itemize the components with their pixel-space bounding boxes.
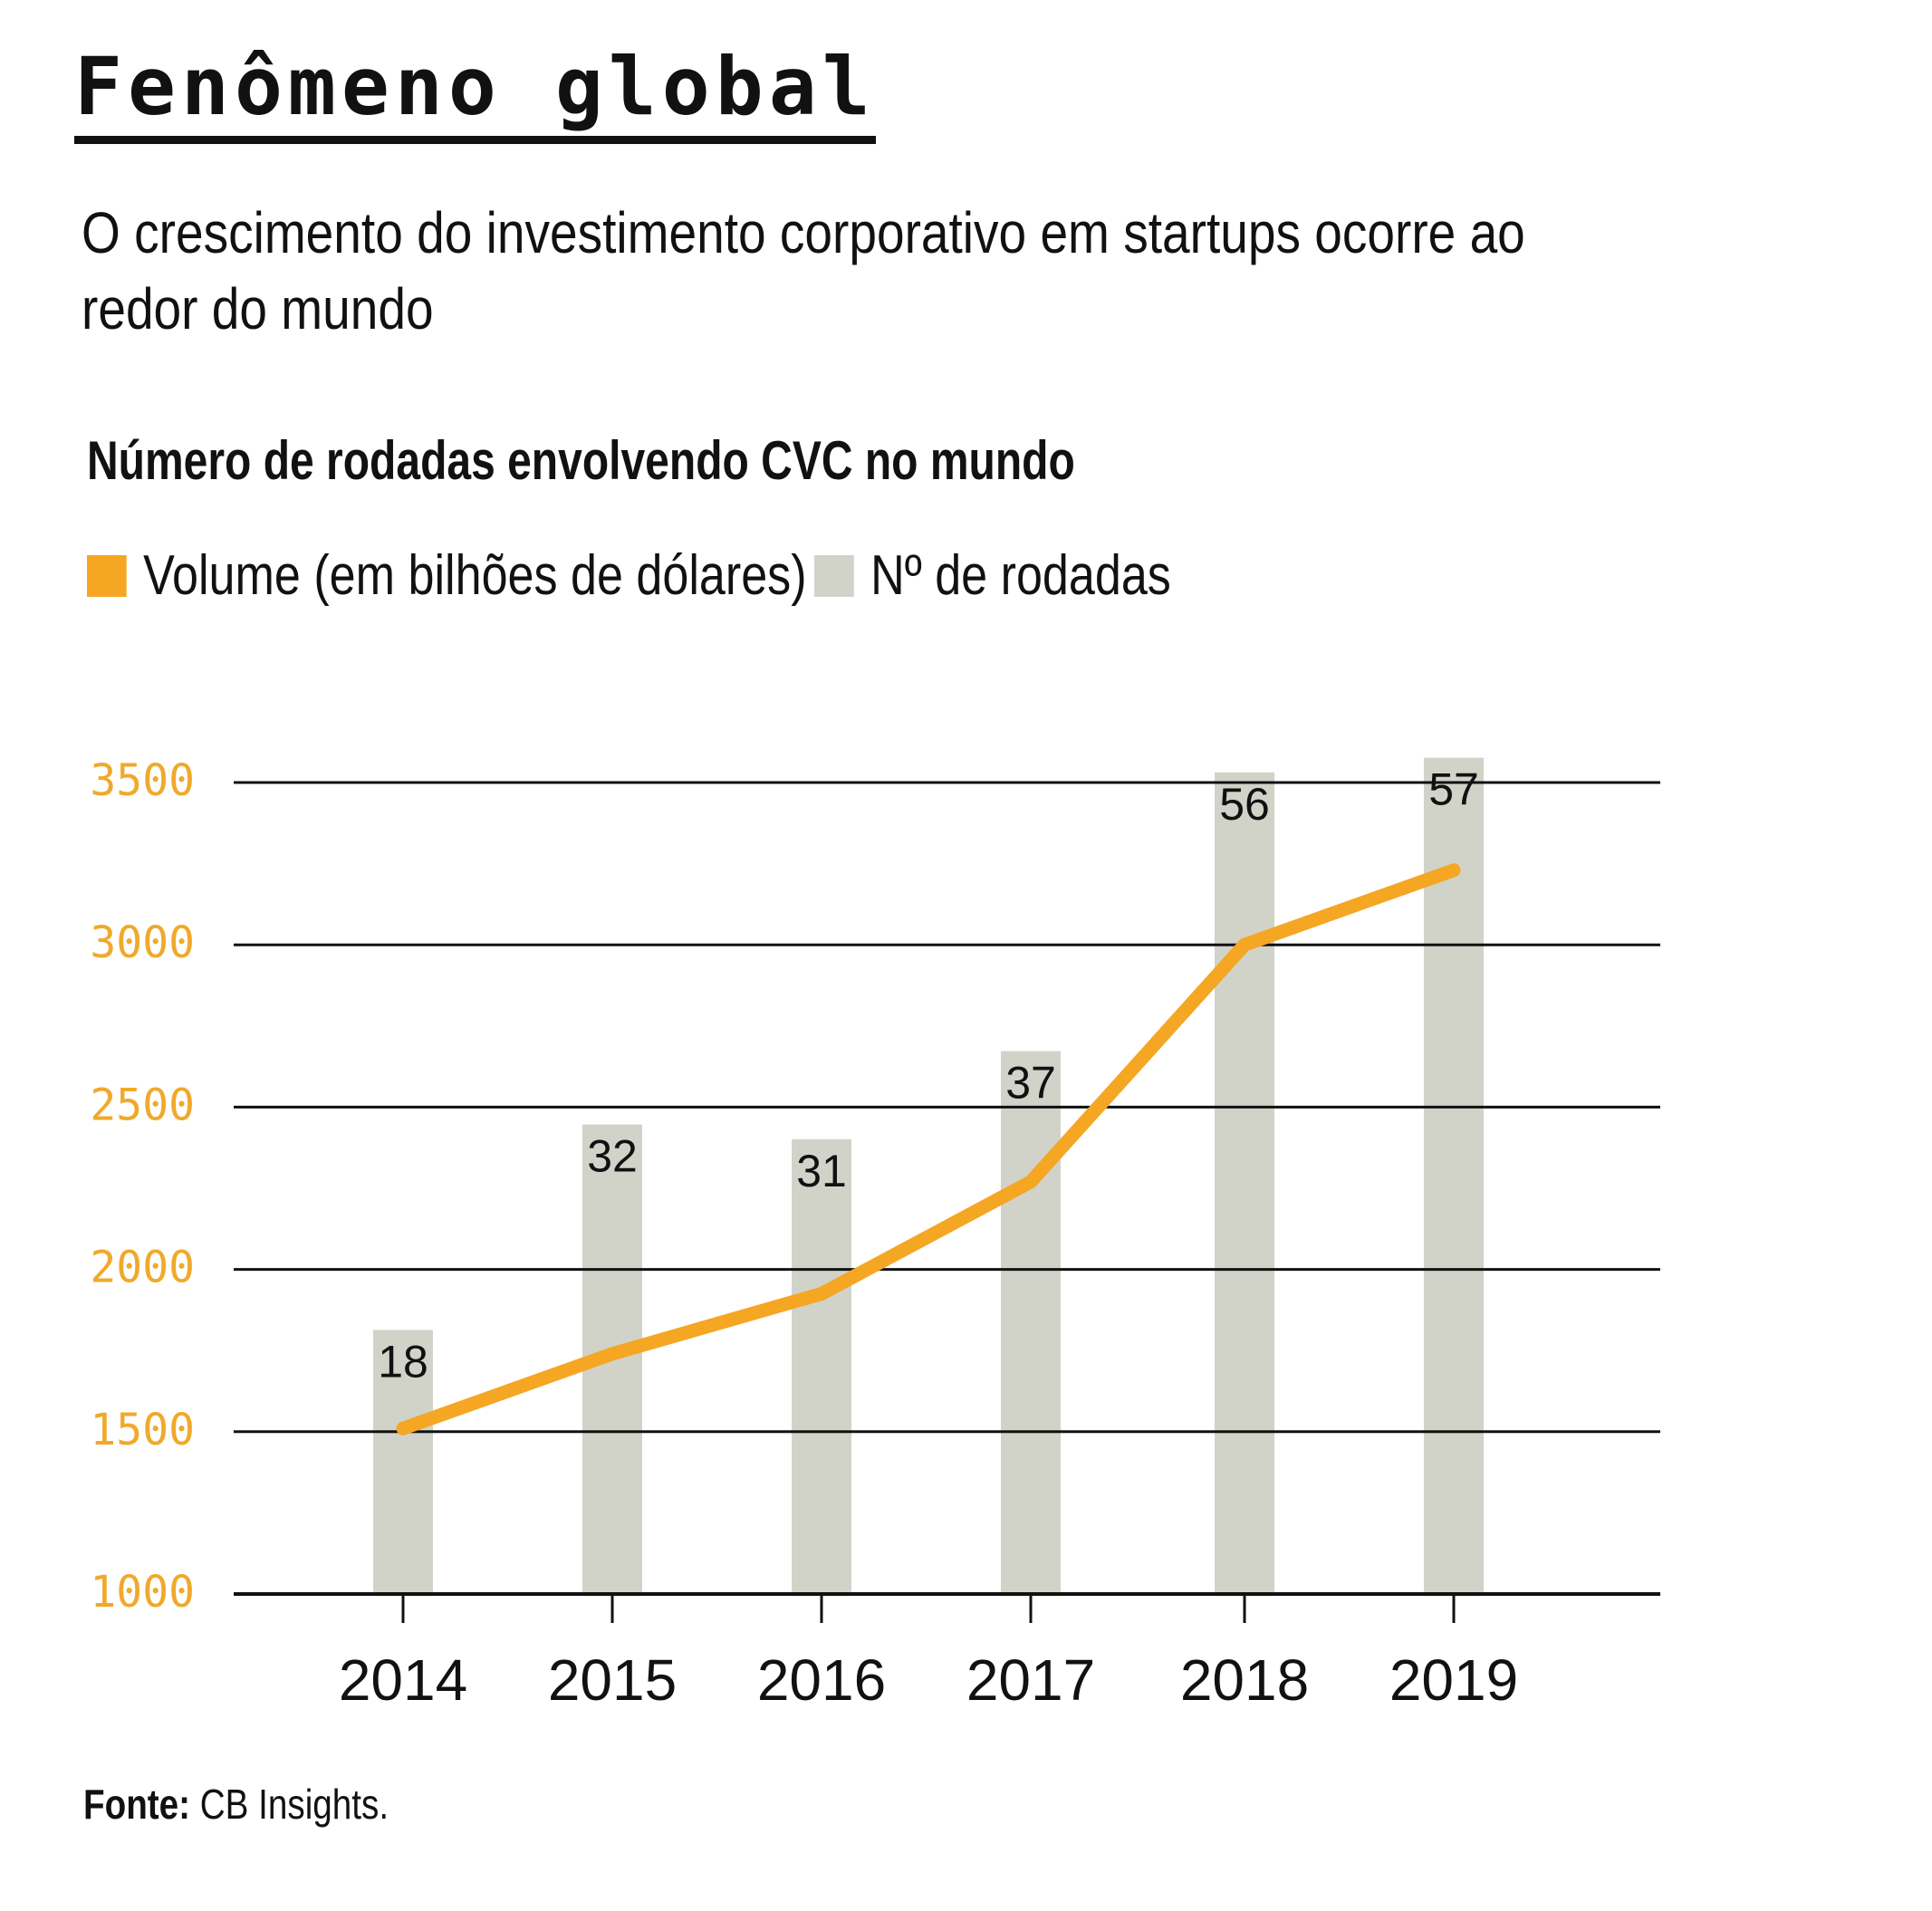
bar-label-2019: 57 — [1428, 764, 1479, 815]
legend-item-volume: Volume (em bilhões de dólares) — [87, 543, 807, 608]
bar-2016 — [792, 1138, 851, 1594]
bar-label-2017: 37 — [1005, 1058, 1056, 1109]
y-tick-label-3500: 3500 — [90, 755, 195, 806]
legend-item-rounds: Nº de rodadas — [813, 543, 1171, 608]
source-prefix: Fonte: — [83, 1781, 191, 1828]
y-tick-label-2500: 2500 — [90, 1080, 195, 1130]
legend-swatch-rounds — [813, 554, 854, 597]
bar-2014 — [373, 1330, 433, 1594]
bar-2019 — [1424, 757, 1484, 1594]
legend-label-volume: Volume (em bilhões de dólares) — [143, 544, 807, 607]
source-note: Fonte: CB Insights. — [83, 1780, 389, 1829]
chart-legend: Volume (em bilhões de dólares) Nº de rod… — [87, 543, 1171, 608]
bar-label-2016: 31 — [796, 1146, 847, 1196]
legend-label-rounds: Nº de rodadas — [870, 544, 1171, 607]
y-tick-label-3000: 3000 — [90, 917, 195, 968]
y-tick-label-2000: 2000 — [90, 1243, 195, 1293]
x-tick-label-2019: 2019 — [1389, 1647, 1518, 1713]
bar-label-2014: 18 — [378, 1336, 428, 1387]
x-tick-label-2015: 2015 — [548, 1647, 677, 1713]
bar-2018 — [1215, 772, 1274, 1594]
bar-2017 — [1001, 1051, 1061, 1594]
legend-swatch-volume — [87, 554, 127, 597]
bar-label-2018: 56 — [1219, 779, 1270, 830]
y-tick-label-1000: 1000 — [90, 1567, 195, 1618]
x-tick-label-2016: 2016 — [757, 1647, 886, 1713]
chart-title: Número de rodadas envolvendo CVC no mund… — [87, 430, 1075, 491]
x-tick-label-2014: 2014 — [339, 1647, 467, 1713]
bar-label-2015: 32 — [587, 1131, 638, 1182]
source-text: CB Insights. — [199, 1781, 389, 1828]
y-tick-label-1500: 1500 — [90, 1405, 195, 1455]
page-subtitle: O crescimento do investimento corporativ… — [82, 200, 1525, 341]
x-tick-label-2017: 2017 — [966, 1647, 1095, 1713]
x-tick-label-2018: 2018 — [1180, 1647, 1309, 1713]
volume-line — [396, 863, 1461, 1436]
page-title: Fenômeno global — [74, 47, 876, 144]
